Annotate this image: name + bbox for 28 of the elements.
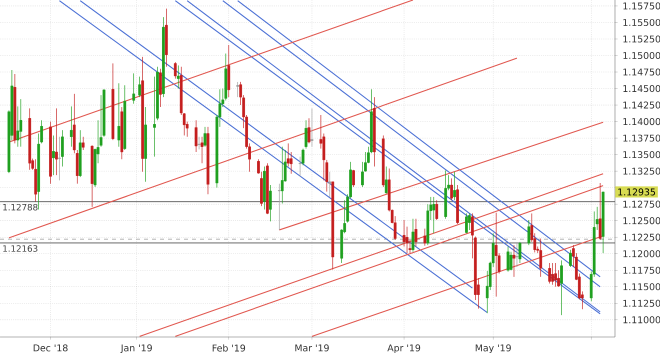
y-tick-label: 1.11000 xyxy=(623,316,660,324)
text: 1.12935 xyxy=(618,188,656,196)
y-tick-label: 1.15000 xyxy=(623,52,660,60)
y-tick-label: 1.14000 xyxy=(623,118,660,126)
x-tick-label: May '19 xyxy=(476,344,511,353)
y-tick-label: 1.12500 xyxy=(623,217,660,224)
y-tick-label: 1.12250 xyxy=(623,234,660,241)
x-tick-label: Apr '19 xyxy=(387,344,420,353)
ref-line-label: 1.12163 xyxy=(3,245,38,252)
y-tick-label: 1.14500 xyxy=(623,85,660,92)
ref-line-label: 1.12788 xyxy=(3,204,38,210)
x-tick-label: Dec '18 xyxy=(34,344,68,352)
y-tick-label: 1.13500 xyxy=(623,151,660,158)
y-tick-label: 1.15250 xyxy=(623,35,660,43)
x-tick-label: Mar '19 xyxy=(295,344,329,352)
y-tick-label: 1.12750 xyxy=(623,200,660,208)
y-tick-label: 1.14250 xyxy=(623,102,660,109)
x-tick-label: Jan '19 xyxy=(120,344,152,353)
y-tick-label: 1.15500 xyxy=(623,18,660,26)
x-tick-label: Feb '19 xyxy=(212,344,246,352)
y-tick-label: 1.11750 xyxy=(623,266,660,274)
y-tick-label: 1.11500 xyxy=(623,283,660,290)
y-tick-label: 1.13250 xyxy=(623,168,660,175)
y-tick-label: 1.15750 xyxy=(623,2,660,10)
y-tick-label: 1.11250 xyxy=(623,300,660,307)
y-tick-label: 1.14750 xyxy=(623,68,660,76)
y-tick-label: 1.12000 xyxy=(623,250,660,258)
y-tick-label: 1.13750 xyxy=(623,134,660,142)
